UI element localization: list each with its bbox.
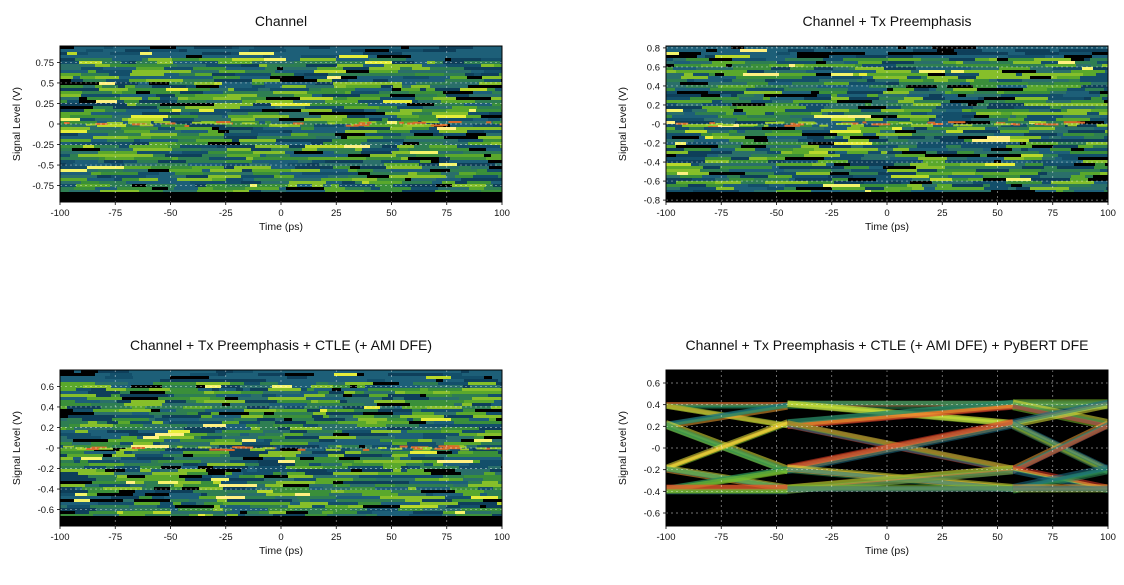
x-tick-label: 50 (386, 532, 397, 543)
y-tick-label: 0.4 (647, 400, 660, 411)
y-tick-label: 0.2 (647, 100, 660, 111)
y-tick-label: 0.2 (647, 422, 660, 433)
x-tick-label: -50 (164, 208, 178, 219)
x-tick-label: 75 (441, 532, 452, 543)
x-axis-label: Time (ps) (865, 545, 909, 557)
y-tick-label: -0 (652, 444, 660, 455)
x-tick-label: -50 (164, 532, 178, 543)
y-tick-label: 0.6 (647, 379, 660, 390)
x-axis-label: Time (ps) (259, 545, 303, 557)
chart-title: Channel + Tx Preemphasis + CTLE (+ AMI D… (130, 337, 432, 353)
y-tick-label: 0.5 (41, 78, 54, 89)
x-tick-label: -100 (656, 208, 675, 219)
chart-title: Channel + Tx Preemphasis (803, 13, 972, 29)
y-axis-label: Signal Level (V) (617, 87, 629, 161)
y-tick-label: -0.4 (644, 158, 660, 169)
x-tick-label: 50 (386, 208, 397, 219)
x-tick-label: 25 (331, 532, 342, 543)
grid-lines (666, 46, 1108, 202)
x-tick-label: -100 (656, 532, 675, 543)
x-tick-label: -75 (108, 208, 122, 219)
x-tick-label: 0 (884, 532, 889, 543)
grid-lines (60, 46, 502, 202)
y-tick-label: 0.75 (36, 58, 55, 69)
x-tick-label: 0 (278, 208, 283, 219)
x-axis-label: Time (ps) (865, 221, 909, 233)
y-tick-label: -0.2 (38, 464, 54, 475)
x-tick-label: 100 (1100, 532, 1116, 543)
x-axis-label: Time (ps) (259, 221, 303, 233)
x-tick-label: 0 (278, 532, 283, 543)
x-tick-label: 100 (494, 532, 510, 543)
eye-panel-2: Channel + Tx Preemphasis -100 -75 -50 -25 0 25… (617, 13, 1116, 233)
x-tick-label: 50 (992, 208, 1003, 219)
y-tick-label: -0.4 (38, 485, 54, 496)
y-tick-label: -0.5 (38, 161, 54, 172)
x-tick-label: 25 (331, 208, 342, 219)
x-tick-label: 75 (1047, 208, 1058, 219)
x-tick-label: -25 (825, 532, 839, 543)
y-tick-label: 0.6 (41, 382, 54, 393)
eye-panel-4: Channel + Tx Preemphasis + CTLE (+ AMI D… (617, 337, 1116, 557)
x-tick-label: 100 (1100, 208, 1116, 219)
density-heatmap (666, 46, 1108, 202)
y-tick-label: -0.75 (32, 181, 54, 192)
y-tick-label: -0.6 (644, 509, 660, 520)
x-tick-label: -25 (219, 208, 233, 219)
x-tick-label: -75 (108, 532, 122, 543)
density-heatmap (666, 399, 1108, 495)
y-axis-label: Signal Level (V) (11, 87, 23, 161)
x-tick-label: 50 (992, 532, 1003, 543)
y-tick-label: -0.6 (644, 177, 660, 188)
x-tick-label: 0 (884, 208, 889, 219)
y-tick-label: -0.2 (644, 465, 660, 476)
y-tick-label: 0.6 (647, 62, 660, 73)
x-tick-label: 75 (441, 208, 452, 219)
y-axis-label: Signal Level (V) (11, 411, 23, 485)
x-tick-label: -50 (770, 532, 784, 543)
y-tick-label: -0.6 (38, 505, 54, 516)
y-tick-label: 0.25 (36, 99, 55, 110)
x-tick-label: 75 (1047, 532, 1058, 543)
x-tick-label: -50 (770, 208, 784, 219)
y-tick-label: -0 (652, 120, 660, 131)
x-tick-label: -100 (50, 532, 69, 543)
y-tick-label: 0.8 (647, 43, 660, 54)
y-tick-label: 0 (49, 120, 54, 131)
y-tick-label: -0.2 (644, 139, 660, 150)
y-tick-label: -0.25 (32, 140, 54, 151)
x-tick-label: -25 (219, 532, 233, 543)
y-tick-label: -0.8 (644, 196, 660, 207)
x-tick-label: 25 (937, 532, 948, 543)
y-tick-label: 0.2 (41, 423, 54, 434)
grid-lines (666, 370, 1108, 526)
x-tick-label: 100 (494, 208, 510, 219)
chart-title: Channel (255, 13, 307, 29)
eye-panel-3: Channel + Tx Preemphasis + CTLE (+ AMI D… (11, 337, 510, 557)
y-tick-label: 0.4 (647, 81, 660, 92)
y-tick-label: 0.4 (41, 402, 54, 413)
x-tick-label: -25 (825, 208, 839, 219)
x-tick-label: -100 (50, 208, 69, 219)
y-tick-label: -0.4 (644, 487, 660, 498)
x-tick-label: 25 (937, 208, 948, 219)
y-axis-label: Signal Level (V) (617, 411, 629, 485)
y-tick-label: -0 (46, 444, 54, 455)
density-heatmap (60, 46, 502, 202)
x-tick-label: -75 (714, 208, 728, 219)
chart-title: Channel + Tx Preemphasis + CTLE (+ AMI D… (685, 337, 1088, 353)
eye-panel-1: Channel -100 -75 -50 -25 0 25 50 75 100 0.75 0.5 0.2… (11, 13, 510, 233)
grid-lines (60, 370, 502, 526)
x-tick-label: -75 (714, 532, 728, 543)
